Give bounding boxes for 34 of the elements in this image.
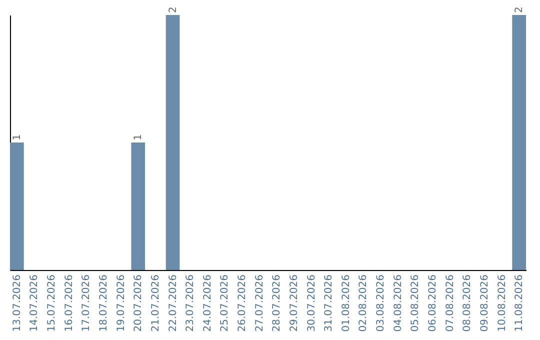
x-tick-label: 16.07.2026 (64, 274, 75, 332)
x-tick-label: 07.08.2026 (444, 274, 456, 332)
x-tick-label: 08.08.2026 (462, 274, 474, 332)
x-tick-label: 18.07.2026 (98, 274, 110, 332)
x-tick-label: 05.08.2026 (410, 274, 422, 332)
x-tick-label: 22.07.2026 (168, 274, 179, 332)
data-label: 2 (168, 6, 179, 13)
x-tick-label: 04.08.2026 (392, 274, 404, 332)
data-label: 1 (133, 134, 144, 140)
x-tick-label: 01.08.2026 (340, 274, 352, 332)
data-label: 1 (12, 134, 23, 140)
x-tick-label: 11.08.2026 (514, 274, 526, 332)
x-tick-label: 14.07.2026 (29, 274, 40, 332)
x-tick-label: 31.07.2026 (324, 274, 335, 332)
x-tick-label: 20.07.2026 (133, 274, 144, 332)
x-tick-label: 13.07.2026 (12, 274, 23, 332)
x-tick-label: 19.07.2026 (116, 274, 127, 332)
x-tick-label: 24.07.2026 (202, 274, 214, 332)
x-tick-label: 03.08.2026 (376, 274, 387, 332)
x-tick-label: 02.08.2026 (358, 274, 370, 332)
x-tick-label: 09.08.2026 (479, 274, 490, 332)
x-tick-label: 25.07.2026 (220, 274, 231, 332)
x-tick-label: 29.07.2026 (288, 274, 300, 332)
x-tick-label: 21.07.2026 (150, 274, 162, 332)
x-tick-label: 06.08.2026 (427, 274, 438, 332)
x-tick-label: 17.07.2026 (81, 274, 92, 332)
x-tick-label: 10.08.2026 (496, 274, 508, 332)
x-tick-label: 15.07.2026 (46, 274, 58, 332)
x-tick-label: 26.07.2026 (237, 274, 248, 332)
x-tick-label: 23.07.2026 (185, 274, 196, 332)
data-label: 2 (514, 6, 526, 13)
x-tick-label: 30.07.2026 (306, 274, 318, 332)
x-tick-label: 27.07.2026 (254, 274, 266, 332)
x-tick-label: 28.07.2026 (272, 274, 283, 332)
